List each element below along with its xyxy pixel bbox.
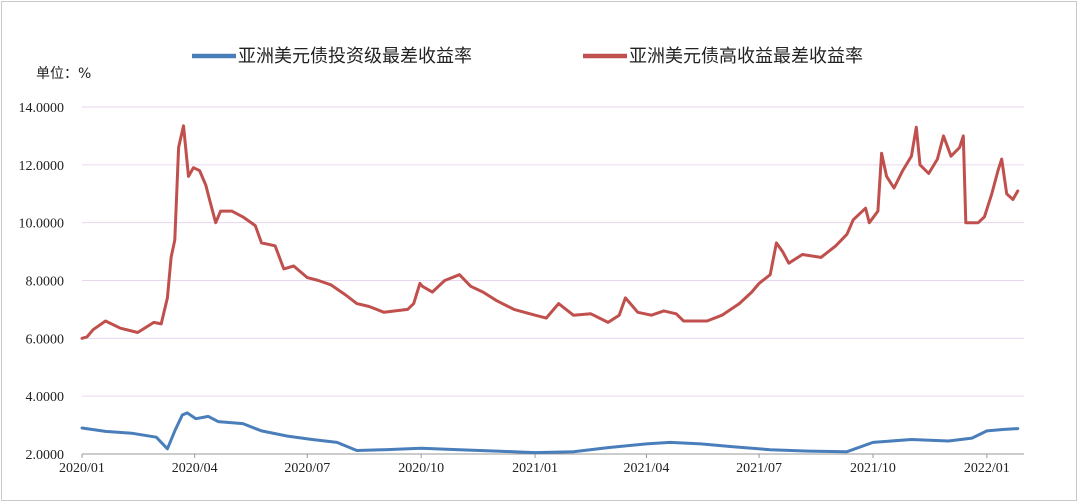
y-tick-label: 8.0000 [26,275,65,290]
legend-label-high-yield: 亚洲美元债高收益最差收益率 [629,46,863,67]
series-lines [80,124,1020,455]
y-tick-label: 2.0000 [26,448,65,463]
x-tick-label: 2021/07 [736,461,782,476]
y-tick-label: 6.0000 [26,332,65,347]
y-tick-label: 14.0000 [19,101,65,116]
legend-label-investment-grade: 亚洲美元债投资级最差收益率 [238,46,472,67]
series-line-0 [80,411,1020,455]
x-tick-label: 2020/04 [172,461,218,476]
gridlines [82,106,1024,397]
x-axis-ticks: 2020/01 2020/04 2020/07 2020/10 2021/01 2021/… [59,454,1010,476]
series-line-1 [80,124,1020,340]
y-tick-label: 10.0000 [19,217,65,232]
y-tick-label: 4.0000 [26,390,65,405]
unit-label: 单位：% [36,66,91,82]
x-tick-label: 2022/01 [964,461,1010,476]
x-tick-label: 2020/10 [398,461,444,476]
x-tick-label: 2021/04 [624,461,670,476]
x-tick-label: 2021/01 [512,461,558,476]
legend: 亚洲美元债投资级最差收益率 亚洲美元债高收益最差收益率 [192,46,863,67]
y-tick-label: 12.0000 [19,159,65,174]
x-tick-label: 2020/01 [59,461,105,476]
y-axis-ticks: 2.0000 4.0000 6.0000 8.0000 10.0000 12.0000 14… [19,101,65,463]
x-tick-label: 2020/07 [284,461,330,476]
x-tick-label: 2021/10 [850,461,896,476]
